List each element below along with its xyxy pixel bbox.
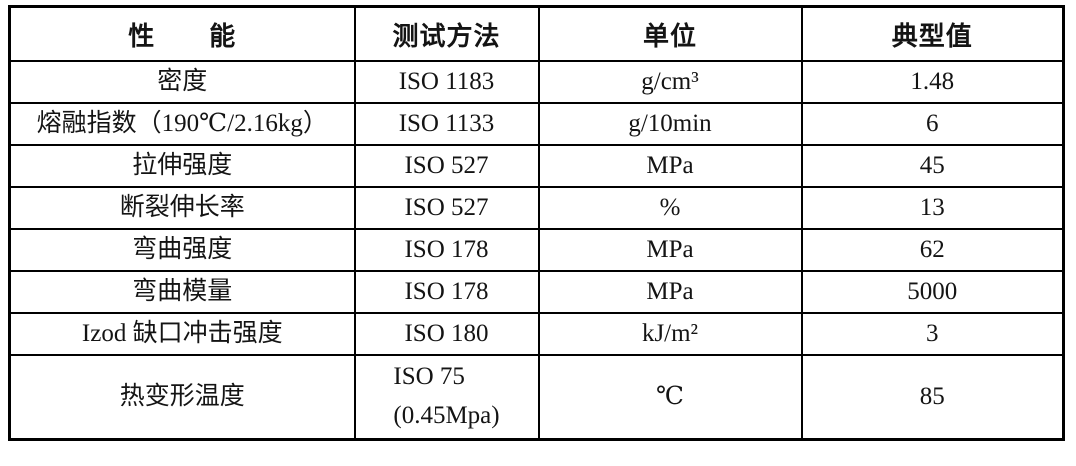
column-header-test-method: 测试方法 bbox=[353, 5, 540, 62]
property-cell: 密度 bbox=[8, 60, 356, 104]
table-row: 拉伸强度 ISO 527 MPa 45 bbox=[8, 144, 1065, 188]
unit-cell: kJ/m² bbox=[537, 312, 803, 356]
method-cell: ISO 178 bbox=[353, 228, 540, 272]
table-row: 断裂伸长率 ISO 527% 13 bbox=[8, 186, 1065, 230]
table-row: 弯曲模量 ISO 178 MPa 5000 bbox=[8, 270, 1065, 314]
method-cell: ISO 178 bbox=[353, 270, 540, 314]
material-properties-table: 性 能 测试方法 单位 典型值 密度 ISO 1183 g/cm³ 1.48 熔融指数（… bbox=[8, 5, 1065, 441]
method-cell: ISO 527 bbox=[353, 186, 540, 230]
method-cell: ISO 1133 bbox=[353, 102, 540, 146]
property-cell: 弯曲模量 bbox=[8, 270, 356, 314]
method-cell: ISO 1183 bbox=[353, 60, 540, 104]
unit-cell: g/10min bbox=[537, 102, 803, 146]
column-header-typical-value: 典型值 bbox=[800, 5, 1065, 62]
table-row: 密度 ISO 1183 g/cm³ 1.48 bbox=[8, 60, 1065, 104]
table-body: 密度 ISO 1183 g/cm³ 1.48 熔融指数（190℃/2.16kg） ISO … bbox=[8, 60, 1065, 441]
unit-cell: MPa bbox=[537, 144, 803, 188]
unit-cell: ℃ bbox=[537, 354, 803, 441]
unit-cell: MPa bbox=[537, 270, 803, 314]
unit-cell: % bbox=[537, 186, 803, 230]
method-cell: ISO 75 (0.45Mpa) bbox=[353, 354, 540, 441]
table-row: Izod 缺口冲击强度 ISO 180 kJ/m² 3 bbox=[8, 312, 1065, 356]
method-cell: ISO 527 bbox=[353, 144, 540, 188]
column-header-property: 性 能 bbox=[8, 5, 356, 62]
value-cell: 5000 bbox=[800, 270, 1065, 314]
value-cell: 6 bbox=[800, 102, 1065, 146]
method-multiline-text: ISO 75 (0.45Mpa) bbox=[393, 363, 500, 429]
unit-cell: g/cm³ bbox=[537, 60, 803, 104]
unit-cell: MPa bbox=[537, 228, 803, 272]
table-header-row: 性 能 测试方法 单位 典型值 bbox=[8, 5, 1065, 62]
table-row: 熔融指数（190℃/2.16kg） ISO 1133 g/10min 6 bbox=[8, 102, 1065, 146]
value-cell: 3 bbox=[800, 312, 1065, 356]
table-row: 弯曲强度 ISO 178 MPa 62 bbox=[8, 228, 1065, 272]
property-cell: 热变形温度 bbox=[8, 354, 356, 441]
property-cell: Izod 缺口冲击强度 bbox=[8, 312, 356, 356]
value-cell: 13 bbox=[800, 186, 1065, 230]
value-cell: 85 bbox=[800, 354, 1065, 441]
property-cell: 熔融指数（190℃/2.16kg） bbox=[8, 102, 356, 146]
value-cell: 45 bbox=[800, 144, 1065, 188]
property-cell: 断裂伸长率 bbox=[8, 186, 356, 230]
property-cell: 拉伸强度 bbox=[8, 144, 356, 188]
property-cell: 弯曲强度 bbox=[8, 228, 356, 272]
column-header-unit: 单位 bbox=[537, 5, 803, 62]
value-cell: 1.48 bbox=[800, 60, 1065, 104]
method-cell: ISO 180 bbox=[353, 312, 540, 356]
value-cell: 62 bbox=[800, 228, 1065, 272]
table-row: 热变形温度 ISO 75 (0.45Mpa) ℃ 85 bbox=[8, 354, 1065, 441]
